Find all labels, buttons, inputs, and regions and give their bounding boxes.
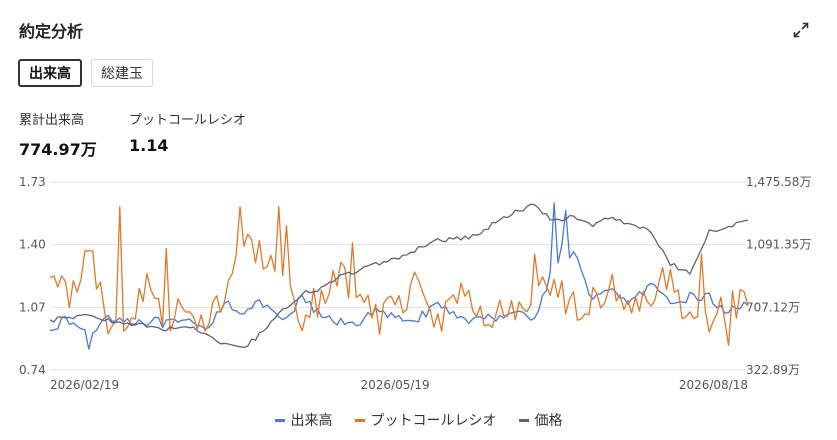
stat-value: 774.97万 xyxy=(19,140,97,159)
x-tick-label: 2026/02/19 xyxy=(50,378,119,392)
y-right-tick-label: 1,475.58万 xyxy=(746,175,811,189)
stat-cumulative-volume: 累計出来高 774.97万 xyxy=(19,109,97,160)
legend-item-price[interactable]: 価格 xyxy=(518,410,563,430)
legend-label: プットコールレシオ xyxy=(370,413,497,429)
series-line-volume xyxy=(49,202,749,350)
tab-bar: 出来高 総建玉 xyxy=(18,59,153,87)
tab-open-interest[interactable]: 総建玉 xyxy=(91,59,153,87)
y-left-tick-label: 1.40 xyxy=(19,238,46,252)
y-right-tick-label: 322.89万 xyxy=(746,363,800,377)
stat-label: 累計出来高 xyxy=(19,113,85,128)
legend-item-put-call-ratio[interactable]: プットコールレシオ xyxy=(354,410,497,430)
series-line-put-call-ratio xyxy=(49,206,749,346)
stat-put-call-ratio: プットコールレシオ 1.14 xyxy=(129,109,246,155)
legend-swatch xyxy=(274,418,285,422)
y-left-tick-label: 1.73 xyxy=(19,175,46,189)
legend-label: 出来高 xyxy=(290,413,333,429)
y-right-tick-label: 707.12万 xyxy=(746,300,800,314)
x-tick-label: 2026/05/19 xyxy=(361,378,430,392)
legend-swatch xyxy=(354,418,365,422)
stat-value: 1.14 xyxy=(129,136,169,155)
series-line-price xyxy=(49,203,749,349)
expand-arrows-icon[interactable] xyxy=(792,21,810,39)
y-left-tick-label: 0.74 xyxy=(19,363,46,377)
y-right-tick-label: 1,091.35万 xyxy=(746,238,811,252)
tab-volume[interactable]: 出来高 xyxy=(18,59,82,87)
legend-swatch xyxy=(518,418,529,422)
x-tick-label: 2026/08/18 xyxy=(679,378,748,392)
y-left-tick-label: 1.07 xyxy=(19,300,46,314)
chart-legend: 出来高 プットコールレシオ 価格 xyxy=(0,410,837,430)
stat-label: プットコールレシオ xyxy=(129,113,247,128)
panel-title: 約定分析 xyxy=(19,22,84,41)
legend-item-volume[interactable]: 出来高 xyxy=(274,410,333,430)
legend-label: 価格 xyxy=(534,413,563,429)
